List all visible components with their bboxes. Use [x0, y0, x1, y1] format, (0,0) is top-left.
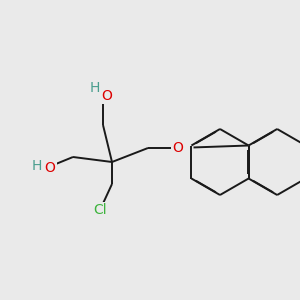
Text: Cl: Cl — [93, 203, 107, 217]
Text: H: H — [32, 159, 42, 173]
Text: O: O — [102, 89, 112, 103]
Text: O: O — [172, 141, 183, 155]
Text: H: H — [90, 81, 100, 95]
Text: O: O — [45, 161, 56, 175]
